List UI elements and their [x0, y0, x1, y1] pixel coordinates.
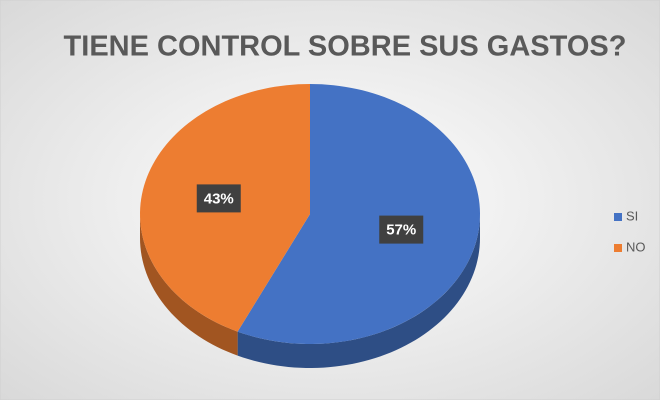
legend-label: NO [626, 239, 646, 254]
legend-label: SI [626, 208, 638, 223]
slice [237, 84, 480, 344]
chart-title: TIENE CONTROL SOBRE SUS GASTOS? [64, 31, 627, 63]
slice-side [237, 214, 480, 368]
data-label: 43% [204, 190, 234, 207]
slice-side [140, 214, 238, 356]
legend-swatch [614, 213, 622, 221]
data-label-box [196, 184, 241, 213]
data-label-box [379, 215, 424, 244]
legend-swatch [614, 244, 622, 252]
data-label: 57% [386, 222, 416, 239]
